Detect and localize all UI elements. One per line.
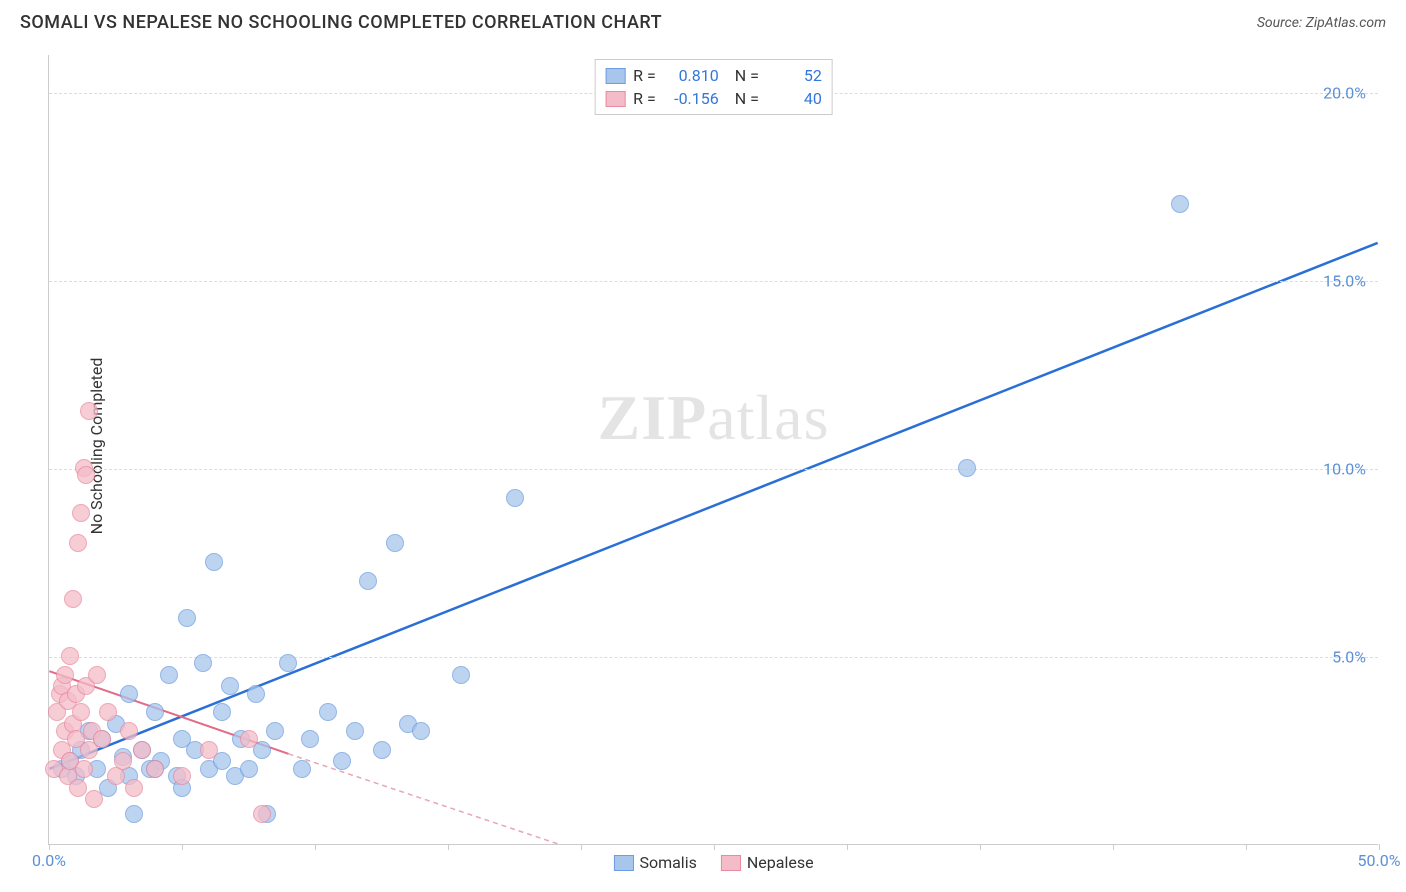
chart-title: SOMALI VS NEPALESE NO SCHOOLING COMPLETE… — [20, 12, 662, 33]
n-value: 40 — [767, 89, 822, 108]
x-tick — [714, 844, 715, 850]
data-point — [194, 654, 212, 672]
source-attribution: Source: ZipAtlas.com — [1257, 15, 1386, 31]
r-label: R = — [633, 89, 656, 108]
x-tick — [448, 844, 449, 850]
x-tick-label: 50.0% — [1358, 851, 1401, 870]
legend-label: Somalis — [639, 853, 696, 872]
data-point — [213, 703, 231, 721]
legend-swatch — [605, 91, 625, 107]
n-label: N = — [727, 66, 759, 85]
data-point — [373, 741, 391, 759]
data-point — [133, 741, 151, 759]
x-tick — [49, 844, 50, 850]
data-point — [240, 760, 258, 778]
data-point — [319, 703, 337, 721]
x-tick — [1379, 844, 1380, 850]
data-point — [506, 489, 524, 507]
data-point — [114, 752, 132, 770]
data-point — [333, 752, 351, 770]
data-point — [120, 685, 138, 703]
data-point — [99, 703, 117, 721]
data-point — [69, 779, 87, 797]
data-point — [279, 654, 297, 672]
data-point — [240, 730, 258, 748]
x-tick — [581, 844, 582, 850]
data-point — [301, 730, 319, 748]
data-point — [146, 760, 164, 778]
x-tick — [182, 844, 183, 850]
data-point — [85, 790, 103, 808]
trend-lines — [49, 55, 1378, 844]
data-point — [93, 730, 111, 748]
r-value: 0.810 — [664, 66, 719, 85]
data-point — [75, 760, 93, 778]
r-label: R = — [633, 66, 656, 85]
data-point — [146, 703, 164, 721]
data-point — [72, 504, 90, 522]
gridline — [49, 657, 1378, 658]
y-tick-label: 10.0% — [1323, 459, 1366, 478]
data-point — [266, 722, 284, 740]
y-tick-label: 20.0% — [1323, 83, 1366, 102]
data-point — [178, 609, 196, 627]
data-point — [253, 805, 271, 823]
data-point — [958, 459, 976, 477]
data-point — [247, 685, 265, 703]
correlation-legend: R = 0.810 N = 52 R = -0.156 N = 40 — [594, 59, 833, 115]
data-point — [160, 666, 178, 684]
n-value: 52 — [767, 66, 822, 85]
data-point — [125, 805, 143, 823]
x-tick-label: 0.0% — [32, 851, 66, 870]
y-tick-label: 15.0% — [1323, 271, 1366, 290]
legend-swatch — [721, 855, 741, 871]
data-point — [200, 741, 218, 759]
legend-item: Somalis — [613, 853, 696, 872]
data-point — [386, 534, 404, 552]
gridline — [49, 281, 1378, 282]
data-point — [359, 572, 377, 590]
data-point — [77, 466, 95, 484]
gridline — [49, 469, 1378, 470]
y-tick-label: 5.0% — [1332, 647, 1366, 666]
legend-row: R = 0.810 N = 52 — [605, 64, 822, 87]
n-label: N = — [727, 89, 759, 108]
data-point — [221, 677, 239, 695]
data-point — [346, 722, 364, 740]
x-tick — [1246, 844, 1247, 850]
legend-item: Nepalese — [721, 853, 814, 872]
data-point — [120, 722, 138, 740]
data-point — [412, 722, 430, 740]
r-value: -0.156 — [664, 89, 719, 108]
watermark: ZIPatlas — [598, 381, 830, 455]
data-point — [69, 534, 87, 552]
data-point — [56, 666, 74, 684]
legend-swatch — [605, 68, 625, 84]
data-point — [205, 553, 223, 571]
series-legend: Somalis Nepalese — [613, 853, 813, 872]
data-point — [1171, 195, 1189, 213]
x-tick — [1113, 844, 1114, 850]
legend-swatch — [613, 855, 633, 871]
data-point — [88, 666, 106, 684]
x-tick — [980, 844, 981, 850]
x-tick — [315, 844, 316, 850]
data-point — [125, 779, 143, 797]
scatter-chart: ZIPatlas R =0.810 N =52R =-0.156 N =40 S… — [48, 55, 1378, 845]
legend-label: Nepalese — [747, 853, 814, 872]
data-point — [452, 666, 470, 684]
data-point — [173, 767, 191, 785]
data-point — [64, 590, 82, 608]
data-point — [61, 647, 79, 665]
legend-row: R = -0.156 N = 40 — [605, 87, 822, 110]
data-point — [293, 760, 311, 778]
data-point — [72, 703, 90, 721]
x-tick — [847, 844, 848, 850]
data-point — [80, 402, 98, 420]
chart-header: SOMALI VS NEPALESE NO SCHOOLING COMPLETE… — [0, 0, 1406, 41]
